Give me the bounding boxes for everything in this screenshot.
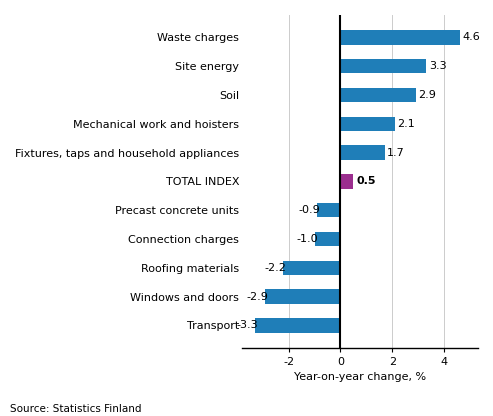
Bar: [265, 290, 341, 304]
Bar: [341, 88, 416, 102]
Text: -2.9: -2.9: [246, 292, 268, 302]
Bar: [341, 59, 426, 73]
Text: 4.6: 4.6: [462, 32, 480, 42]
Bar: [317, 203, 341, 217]
Bar: [341, 174, 353, 188]
Bar: [283, 260, 341, 275]
X-axis label: Year-on-year change, %: Year-on-year change, %: [294, 372, 426, 382]
Text: -3.3: -3.3: [236, 320, 258, 330]
Bar: [341, 116, 395, 131]
Bar: [341, 145, 385, 160]
Bar: [315, 232, 341, 246]
Bar: [255, 318, 341, 332]
Text: -0.9: -0.9: [298, 205, 320, 215]
Text: 1.7: 1.7: [387, 148, 405, 158]
Text: -1.0: -1.0: [296, 234, 317, 244]
Text: 0.5: 0.5: [356, 176, 376, 186]
Text: 3.3: 3.3: [429, 61, 446, 71]
Text: Source: Statistics Finland: Source: Statistics Finland: [10, 404, 141, 414]
Text: 2.1: 2.1: [397, 119, 415, 129]
Text: 2.9: 2.9: [419, 90, 436, 100]
Text: -2.2: -2.2: [265, 263, 286, 273]
Bar: [341, 30, 460, 45]
